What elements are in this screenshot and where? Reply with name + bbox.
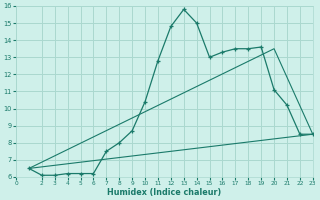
X-axis label: Humidex (Indice chaleur): Humidex (Indice chaleur) [107,188,221,197]
